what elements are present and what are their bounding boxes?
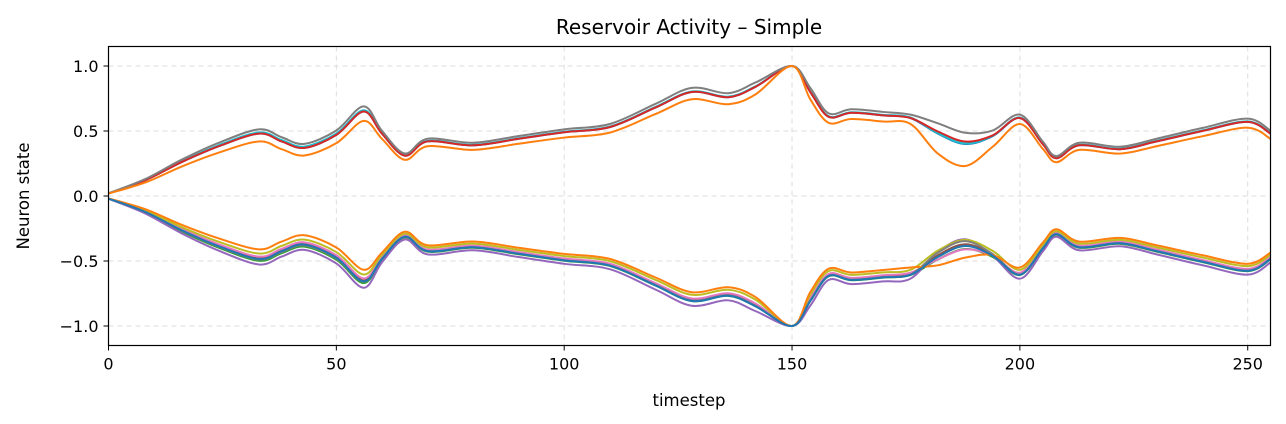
- grid-layer: [108, 46, 1271, 346]
- x-axis-label: timestep: [653, 391, 726, 410]
- series-line: [108, 65, 1271, 195]
- x-tick-label: 50: [326, 355, 346, 374]
- series-line: [108, 197, 1271, 327]
- x-tick-label: 0: [103, 355, 113, 374]
- x-tick-label: 200: [1005, 355, 1036, 374]
- y-tick-label: 0.5: [73, 122, 98, 141]
- x-tick-label: 250: [1232, 355, 1263, 374]
- series-line: [108, 197, 1271, 327]
- series-line: [108, 64, 1271, 195]
- series-line: [108, 197, 1271, 328]
- x-tick-label: 150: [777, 355, 808, 374]
- y-tick-label: −1.0: [60, 317, 99, 336]
- series-group: [108, 64, 1271, 328]
- y-tick-label: −0.5: [60, 252, 99, 271]
- chart-title: Reservoir Activity – Simple: [556, 15, 822, 39]
- y-tick-label: 0.0: [73, 187, 98, 206]
- series-layer: [108, 64, 1271, 328]
- y-tick-label: 1.0: [73, 57, 98, 76]
- series-line: [108, 197, 1271, 327]
- x-tick-label: 100: [549, 355, 580, 374]
- series-line: [108, 197, 1271, 327]
- series-line: [108, 65, 1271, 195]
- y-axis-label: Neuron state: [14, 143, 33, 250]
- tick-layer: 0 50 100 150 200 250 1.0 0.5 0.0 −0.5 −1.0: [60, 57, 1263, 374]
